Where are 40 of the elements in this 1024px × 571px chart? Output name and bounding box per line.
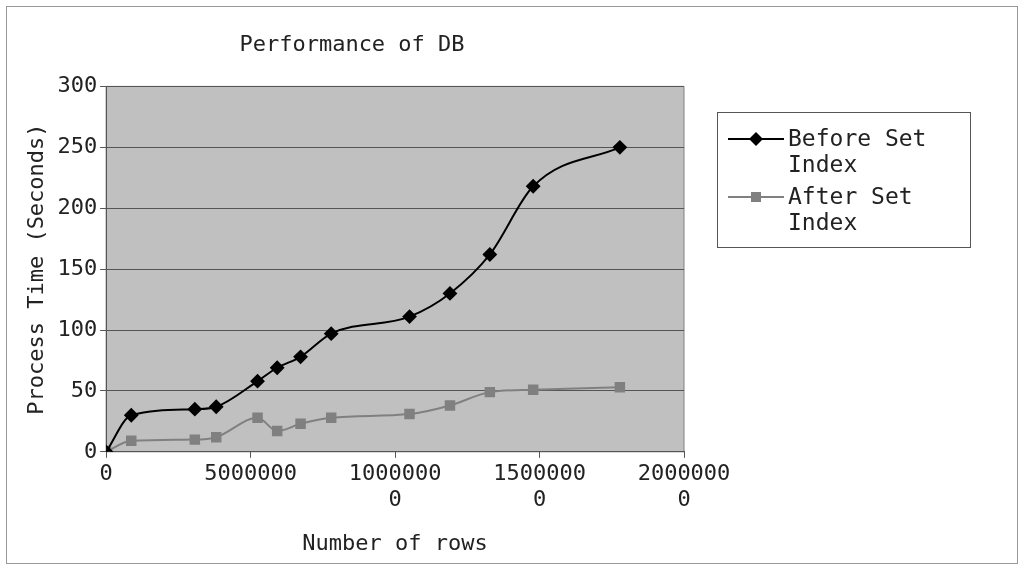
x-tick-label: 1500000 0: [493, 459, 586, 512]
point: [189, 434, 201, 445]
point: [527, 384, 539, 395]
point: [293, 349, 308, 364]
chart-title: Performance of DB: [239, 30, 465, 56]
point: [250, 374, 265, 389]
point: [126, 435, 137, 447]
y-axis-title: Process Time (Seconds): [22, 123, 48, 415]
x-tick-label: 2000000 0: [637, 459, 731, 512]
point: [187, 402, 202, 417]
point: [324, 326, 339, 341]
point: [442, 286, 457, 301]
point: [325, 412, 337, 423]
point: [444, 400, 456, 411]
point: [295, 418, 306, 430]
y-tick-label: 50: [70, 376, 98, 402]
y-tick-label: 100: [57, 315, 98, 341]
point: [526, 179, 541, 194]
point: [252, 412, 263, 423]
y-tick-label: 300: [57, 72, 98, 98]
point: [614, 382, 626, 393]
point: [404, 408, 415, 420]
x-tick-label: 1000000 0: [348, 459, 442, 512]
point: [124, 408, 139, 423]
point: [270, 360, 285, 375]
point: [612, 140, 627, 155]
point: [482, 247, 497, 262]
point: [210, 431, 222, 443]
legend-label: After Set Index: [788, 183, 914, 235]
y-tick-label: 150: [57, 254, 98, 280]
point: [402, 309, 417, 324]
point: [209, 399, 224, 414]
legend-label: Before Set Index: [788, 125, 928, 177]
y-tick-label: 250: [57, 133, 98, 159]
point: [271, 425, 283, 437]
y-tick-label: 200: [57, 193, 98, 219]
point: [484, 386, 496, 398]
x-axis-title: Number of rows: [302, 529, 488, 555]
x-tick-label: 5000000: [204, 459, 297, 485]
y-tick-label: 0: [83, 437, 98, 463]
